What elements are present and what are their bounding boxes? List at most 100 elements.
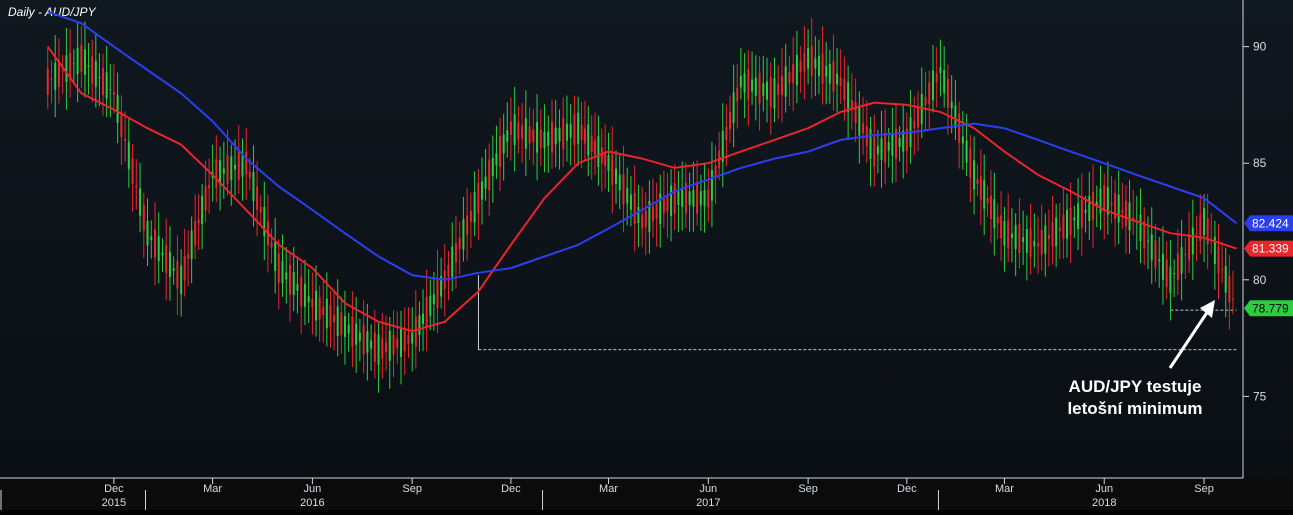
price-candle [725,126,728,140]
price-candle [1158,259,1161,262]
price-candle [799,60,802,72]
x-tick-label: Dec [501,483,521,495]
price-candle [1037,243,1040,247]
price-candle [256,186,259,210]
price-candle [351,316,354,347]
price-candle [993,199,996,229]
price-candle [495,153,498,166]
price-candle [604,152,607,167]
price-candle [484,176,487,189]
price-candle [94,60,97,87]
price-candle [637,207,640,224]
price-candle [1139,214,1142,242]
value-label-box [1244,240,1293,257]
price-candle [729,111,732,130]
x-tick-label: Dec [897,483,917,495]
price-candle [385,342,388,353]
price-candle [172,268,175,271]
price-candle [869,128,872,159]
price-candle [336,306,339,337]
price-candle [54,62,57,90]
price-candle [1228,275,1231,303]
price-candle [259,206,262,213]
price-candle [979,176,982,200]
price-candle [554,127,557,145]
price-candle [436,277,439,308]
price-candle [928,82,931,105]
x-tick-label: Mar [203,483,222,495]
price-candle [370,340,373,349]
price-candle [208,184,211,189]
price-candle [466,215,469,236]
price-candle [814,58,817,69]
price-candle [1029,227,1032,257]
annotation-text: letošní minimum [1067,399,1202,418]
price-candle [204,185,207,211]
price-candle [688,191,691,206]
price-candle [973,160,976,190]
price-candle [506,130,509,142]
price-candle [810,45,813,76]
price-candle [521,125,524,139]
price-candle [1154,240,1157,268]
price-candle [340,312,343,336]
price-candle [1173,273,1176,275]
price-candle [1188,234,1191,261]
price-candle [447,264,450,277]
price-candle [1132,217,1135,221]
price-candle [562,118,565,149]
price-candle [551,121,553,153]
price-candle [939,66,942,73]
price-candle [146,220,149,246]
price-candle [732,92,735,123]
price-candle [285,272,288,280]
annotation-arrow-shaft [1168,307,1212,369]
price-candle [1184,253,1187,255]
x-tick-label: Jun [304,483,322,495]
price-candle [347,324,350,334]
price-candle [1203,207,1206,236]
price-candle [194,220,197,246]
price-candle [677,191,680,205]
moving-average-blue-line [47,10,1238,281]
price-candle [986,197,989,204]
price-candle [377,334,380,365]
price-candle [288,265,291,295]
price-candle [237,151,240,181]
price-candle [440,276,443,297]
price-candle [1161,253,1164,280]
price-candle [230,156,233,181]
x-tick-label: Sep [1194,483,1214,495]
price-candle [91,56,94,84]
price-candle [458,237,461,250]
price-candle [633,193,636,224]
price-candle [594,140,597,155]
price-candle [300,276,303,307]
price-candle [1103,185,1106,212]
price-candle [943,70,946,94]
price-candle [880,138,883,160]
price-candle [1084,209,1087,213]
price-candle [1077,203,1080,229]
price-candle [183,256,186,281]
price-candle [176,260,179,289]
price-candle [950,101,953,109]
price-candle [69,52,72,80]
price-candle [958,113,961,143]
y-tick-label: 80 [1253,273,1267,287]
price-candle [1124,201,1127,227]
price-candle [197,219,200,224]
price-candle [480,181,483,200]
y-tick-label: 90 [1253,40,1267,54]
price-candle [1055,217,1058,247]
price-candle [590,135,593,152]
price-candle [222,168,225,174]
price-candle [655,203,658,220]
price-candle [905,128,908,152]
value-label-box [1244,215,1293,232]
price-candle [769,76,772,108]
price-candle [127,141,130,170]
price-candle [854,102,857,124]
price-candle [1051,222,1054,247]
price-candle [1169,266,1172,294]
